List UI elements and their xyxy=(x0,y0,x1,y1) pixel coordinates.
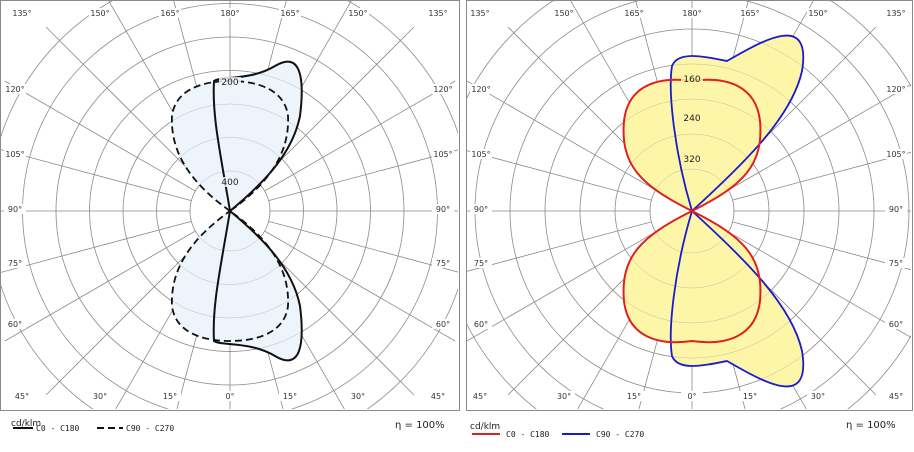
grid-ray xyxy=(258,239,415,396)
grid-ray xyxy=(732,151,911,201)
angle-label-top: 150° xyxy=(90,9,109,18)
angle-label-right: 105° xyxy=(886,150,905,159)
angle-label-left: 60° xyxy=(474,320,488,329)
right-polar-diagram: 320 240 160 135° 150° 165° 180° 165° 150° 135° 120… xyxy=(466,0,914,452)
ring-value-label: 200 xyxy=(221,78,238,88)
grid-ray xyxy=(45,239,202,396)
angle-label-bottom: 15° xyxy=(163,392,177,401)
angle-label-top: 165° xyxy=(624,9,643,18)
grid-ray xyxy=(467,80,656,191)
efficiency-label: η = 100% xyxy=(846,420,896,431)
angle-label-left: 105° xyxy=(471,150,490,159)
angle-label-left: 120° xyxy=(5,85,24,94)
grid-ray xyxy=(467,231,656,342)
angle-label-top: 135° xyxy=(12,9,31,18)
right-diagram-svg: 320 240 160 135° 150° 165° 180° 165° 150° 135° 120… xyxy=(466,0,913,439)
angle-label-right: 120° xyxy=(433,85,452,94)
angle-label-bottom: 30° xyxy=(93,392,107,401)
angle-label-right: 90° xyxy=(889,205,903,214)
grid-ray xyxy=(264,230,456,342)
intensity-curves xyxy=(1,1,458,409)
angle-label-right: 60° xyxy=(436,320,450,329)
left-polar-diagram: 400 200 135° 150° 165° 180° 165° 150° 135° 120° 12… xyxy=(0,0,460,433)
unit-label: cd/klm xyxy=(11,419,41,429)
grid-ray xyxy=(258,26,415,183)
legend-label: C90 - C270 xyxy=(126,424,174,433)
legend-label: C90 - C270 xyxy=(596,430,644,439)
angle-label-top: 165° xyxy=(280,9,299,18)
angle-label-bottom: 0° xyxy=(687,392,696,401)
angle-label-left: 75° xyxy=(8,259,22,268)
grid-ray xyxy=(728,84,911,191)
angle-label-top: 135° xyxy=(886,9,905,18)
c0-fill xyxy=(213,61,302,361)
angle-label-bottom: 45° xyxy=(473,392,487,401)
angle-label-right: 120° xyxy=(886,85,905,94)
grid-ray xyxy=(467,221,652,272)
grid-ray xyxy=(4,80,196,192)
angle-label-left: 75° xyxy=(474,259,488,268)
angle-label-top: 135° xyxy=(470,9,489,18)
ring-value-label: 160 xyxy=(683,75,700,85)
ring-value-label: 320 xyxy=(683,155,700,165)
grid-ray xyxy=(45,26,202,183)
angle-label-bottom: 15° xyxy=(283,392,297,401)
angle-label-bottom: 30° xyxy=(557,392,571,401)
angle-label-bottom: 15° xyxy=(627,392,641,401)
grid-ray xyxy=(4,230,196,342)
angle-label-right: 75° xyxy=(889,259,903,268)
angle-label-bottom: 45° xyxy=(889,392,903,401)
angle-label-top: 150° xyxy=(348,9,367,18)
angle-label-bottom: 45° xyxy=(431,392,445,401)
grid-ray xyxy=(268,220,458,273)
angle-label-left: 90° xyxy=(8,205,22,214)
angle-label-top: 180° xyxy=(682,9,701,18)
grid-ray xyxy=(732,221,911,271)
angle-label-left: 90° xyxy=(474,205,488,214)
intensity-curves xyxy=(467,1,911,409)
angle-label-bottom: 15° xyxy=(743,392,757,401)
angle-label-top: 135° xyxy=(428,9,447,18)
unit-label: cd/klm xyxy=(470,422,500,432)
grid-ray xyxy=(264,80,456,192)
angle-label-bottom: 45° xyxy=(15,392,29,401)
angle-label-left: 60° xyxy=(8,320,22,329)
angle-label-bottom: 30° xyxy=(351,392,365,401)
angle-label-right: 90° xyxy=(436,205,450,214)
left-diagram-svg: 400 200 135° 150° 165° 180° 165° 150° 135° 120° 12… xyxy=(0,0,460,433)
ring-value-label: 240 xyxy=(683,114,700,124)
angle-label-top: 165° xyxy=(160,9,179,18)
ring-value-label: 400 xyxy=(221,178,238,188)
angle-label-right: 75° xyxy=(436,259,450,268)
angle-label-bottom: 0° xyxy=(225,392,234,401)
angle-label-right: 105° xyxy=(433,150,452,159)
angle-label-right: 60° xyxy=(889,320,903,329)
angle-label-top: 150° xyxy=(808,9,827,18)
legend-label: C0 - C180 xyxy=(36,424,80,433)
legend-label: C0 - C180 xyxy=(506,430,550,439)
efficiency-label: η = 100% xyxy=(395,420,445,431)
angle-label-left: 105° xyxy=(5,150,24,159)
angle-label-bottom: 30° xyxy=(811,392,825,401)
angle-label-top: 165° xyxy=(740,9,759,18)
angle-label-top: 150° xyxy=(554,9,573,18)
angle-label-left: 120° xyxy=(471,85,490,94)
angle-label-top: 180° xyxy=(220,9,239,18)
c0-c180-curve xyxy=(622,78,762,344)
grid-ray xyxy=(1,220,192,273)
